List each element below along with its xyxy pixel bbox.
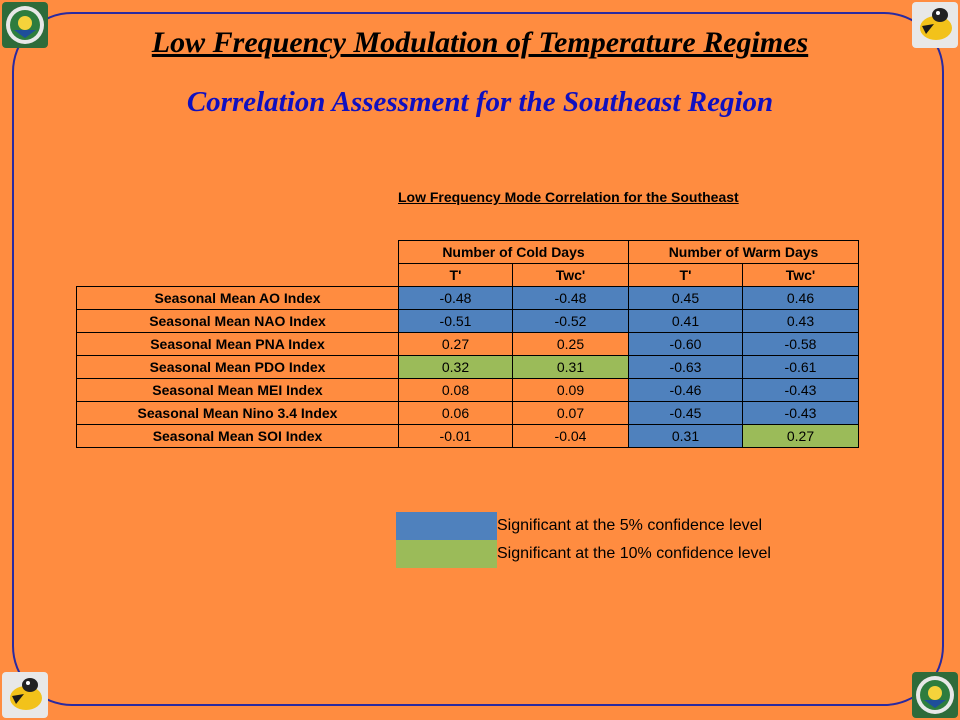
correlation-cell: 0.41 xyxy=(628,309,743,333)
correlation-cell: -0.61 xyxy=(742,355,859,379)
correlation-cell: 0.27 xyxy=(398,332,513,356)
group-header-warm: Number of Warm Days xyxy=(628,240,859,264)
correlation-cell: 0.27 xyxy=(742,424,859,448)
correlation-cell: -0.04 xyxy=(512,424,629,448)
correlation-cell: 0.45 xyxy=(628,286,743,310)
correlation-cell: 0.31 xyxy=(512,355,629,379)
sub-header: Twc' xyxy=(742,263,859,287)
correlation-cell: 0.43 xyxy=(742,309,859,333)
correlation-cell: -0.60 xyxy=(628,332,743,356)
georgia-tech-yellow-jacket-icon xyxy=(912,2,958,48)
group-header-row: Number of Cold Days Number of Warm Days xyxy=(77,240,859,264)
legend-swatch-5pct xyxy=(396,512,497,540)
page-title: Low Frequency Modulation of Temperature … xyxy=(151,26,809,59)
row-label: Seasonal Mean NAO Index xyxy=(76,309,399,333)
correlation-cell: -0.43 xyxy=(742,401,859,425)
correlation-cell: -0.48 xyxy=(512,286,629,310)
georgia-tech-yellow-jacket-icon xyxy=(2,672,48,718)
correlation-cell: 0.25 xyxy=(512,332,629,356)
table-row: Seasonal Mean Nino 3.4 Index 0.06 0.07 -0.4… xyxy=(76,401,859,425)
slide-frame xyxy=(12,12,944,706)
correlation-cell: -0.01 xyxy=(398,424,513,448)
row-label: Seasonal Mean Nino 3.4 Index xyxy=(76,401,399,425)
correlation-cell: -0.43 xyxy=(742,378,859,402)
correlation-cell: 0.07 xyxy=(512,401,629,425)
legend-label-10pct: Significant at the 10% confidence level xyxy=(497,545,771,562)
correlation-cell: 0.31 xyxy=(628,424,743,448)
row-label: Seasonal Mean AO Index xyxy=(76,286,399,310)
legend-swatch-10pct xyxy=(396,540,497,568)
correlation-cell: 0.09 xyxy=(512,378,629,402)
row-label: Seasonal Mean MEI Index xyxy=(76,378,399,402)
table-row: Seasonal Mean AO Index -0.48 -0.48 0.45 0.46 xyxy=(76,286,859,310)
table-row: Seasonal Mean PNA Index 0.27 0.25 -0.60 -0.5… xyxy=(76,332,859,356)
correlation-cell: -0.51 xyxy=(398,309,513,333)
group-header-cold: Number of Cold Days xyxy=(398,240,629,264)
correlation-table: Number of Cold Days Number of Warm Days … xyxy=(76,240,859,448)
correlation-cell: -0.46 xyxy=(628,378,743,402)
sub-header: T' xyxy=(398,263,513,287)
correlation-cell: -0.45 xyxy=(628,401,743,425)
correlation-cell: -0.48 xyxy=(398,286,513,310)
table-caption: Low Frequency Mode Correlation for the S… xyxy=(398,189,739,205)
table-row: Seasonal Mean SOI Index -0.01 -0.04 0.31 0.2… xyxy=(76,424,859,448)
correlation-cell: 0.08 xyxy=(398,378,513,402)
row-label: Seasonal Mean PDO Index xyxy=(76,355,399,379)
table-row: Seasonal Mean PDO Index 0.32 0.31 -0.63 -0.6… xyxy=(76,355,859,379)
row-label: Seasonal Mean SOI Index xyxy=(76,424,399,448)
page-subtitle: Correlation Assessment for the Southeast… xyxy=(186,86,774,118)
correlation-cell: 0.06 xyxy=(398,401,513,425)
sub-header: Twc' xyxy=(512,263,629,287)
row-label: Seasonal Mean PNA Index xyxy=(76,332,399,356)
correlation-cell: -0.63 xyxy=(628,355,743,379)
sub-header: T' xyxy=(628,263,743,287)
correlation-cell: 0.32 xyxy=(398,355,513,379)
correlation-cell: -0.52 xyxy=(512,309,629,333)
table-row: Seasonal Mean MEI Index 0.08 0.09 -0.46 -0.4… xyxy=(76,378,859,402)
doe-seal-icon xyxy=(2,2,48,48)
legend-label-5pct: Significant at the 5% confidence level xyxy=(497,517,763,534)
table-row: Seasonal Mean NAO Index -0.51 -0.52 0.41 0.4… xyxy=(76,309,859,333)
sub-header-row: T' Twc' T' Twc' xyxy=(77,263,859,287)
blank-cell xyxy=(77,241,399,264)
correlation-cell: -0.58 xyxy=(742,332,859,356)
doe-seal-icon xyxy=(912,672,958,718)
correlation-cell: 0.46 xyxy=(742,286,859,310)
blank-cell xyxy=(77,264,399,287)
